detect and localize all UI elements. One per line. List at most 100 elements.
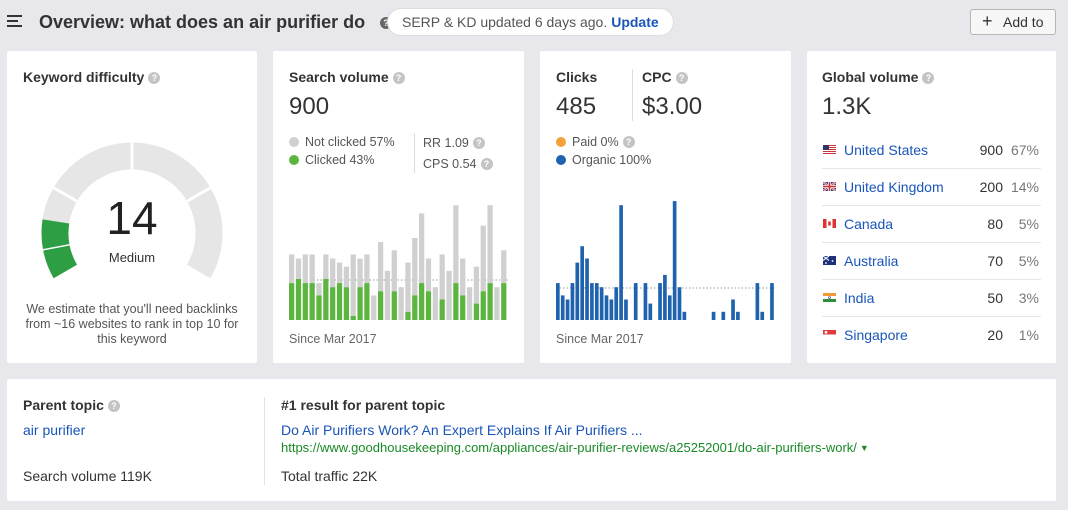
help-icon[interactable]: ?: [480, 158, 493, 170]
kd-level: Medium: [108, 250, 156, 265]
dot-icon: [556, 137, 566, 147]
country-row: United States 900 67%: [822, 132, 1041, 169]
bar-organic: [590, 283, 594, 320]
dot-icon: [289, 155, 299, 165]
ca-flag-icon: [823, 219, 836, 228]
bar-clicked: [330, 287, 336, 320]
bar-clicked: [336, 283, 343, 320]
bar-not-clicked: [446, 270, 452, 320]
legend-organic: Organic 100%: [556, 153, 651, 167]
kd-description: We estimate that you'll need backlinks f…: [25, 302, 239, 346]
organic-label: Organic 100%: [572, 153, 652, 167]
clicks-chart: [556, 201, 775, 320]
bar-clicked: [480, 291, 486, 320]
help-icon[interactable]: ?: [922, 72, 935, 84]
help-icon[interactable]: ?: [472, 137, 485, 149]
divider: [632, 69, 633, 121]
bar-clicked: [343, 287, 349, 320]
bar-clicked: [316, 295, 322, 320]
sg-flag-icon: [823, 330, 836, 339]
bar-not-clicked: [336, 262, 343, 284]
bar-organic: [604, 295, 609, 320]
bar-organic: [560, 295, 565, 320]
bar-not-clicked: [384, 270, 391, 320]
legend-not-clicked: Not clicked 57%: [289, 135, 395, 149]
top-result-url-text: https://www.goodhousekeeping.com/applian…: [281, 440, 857, 455]
top-result-url[interactable]: https://www.goodhousekeeping.com/applian…: [281, 440, 869, 455]
bar-not-clicked: [425, 258, 432, 292]
bar-organic: [682, 311, 687, 320]
country-name-link[interactable]: India: [844, 290, 875, 306]
help-icon[interactable]: ?: [622, 136, 635, 148]
bar-not-clicked: [439, 254, 445, 300]
help-icon[interactable]: ?: [675, 72, 688, 84]
bar-not-clicked: [412, 238, 418, 296]
bar-not-clicked: [330, 258, 336, 288]
page-title: Overview: what does an air purifier do: [39, 12, 366, 32]
update-link[interactable]: Update: [611, 14, 659, 30]
country-volume: 50: [987, 290, 1003, 306]
global-volume-title: Global volume?: [822, 69, 935, 85]
help-icon[interactable]: ?: [392, 72, 405, 84]
country-row: Australia 70 5%: [822, 243, 1041, 280]
in-flag-icon: [823, 293, 836, 302]
bar-not-clicked: [466, 287, 473, 320]
global-volume-value: 1.3K: [822, 93, 872, 120]
clicks-value: 485: [556, 93, 597, 120]
add-to-button[interactable]: + Add to: [970, 9, 1056, 35]
keyword-difficulty-label: Keyword difficulty: [23, 69, 145, 85]
legend-clicked: Clicked 43%: [289, 153, 374, 167]
country-name-link[interactable]: United States: [844, 142, 929, 158]
clicks-cpc-card: Clicks CPC? 485 $3.00 Paid 0%? Organic 1…: [540, 51, 791, 363]
bar-not-clicked: [494, 287, 500, 320]
country-row: Singapore 20 1%: [822, 317, 1041, 354]
since-label: Since Mar 2017: [556, 332, 644, 346]
menu-icon[interactable]: [7, 15, 22, 27]
help-icon[interactable]: ?: [107, 400, 120, 412]
bar-not-clicked: [371, 295, 377, 320]
gauge-segment-gap: [50, 185, 80, 204]
help-icon[interactable]: ?: [148, 72, 161, 84]
country-name-link[interactable]: Australia: [844, 253, 899, 269]
bar-clicked: [473, 303, 480, 320]
bar-not-clicked: [487, 205, 493, 284]
parent-topic-card: Parent topic? air purifier Search volume…: [7, 379, 1056, 501]
bar-organic: [575, 262, 580, 320]
keyword-difficulty-title: Keyword difficulty?: [23, 69, 161, 85]
us-flag-icon: [823, 145, 836, 154]
divider: [414, 133, 415, 173]
bar-organic: [614, 287, 619, 320]
bar-clicked: [364, 283, 370, 320]
bar-clicked: [295, 279, 302, 320]
bar-not-clicked: [501, 250, 507, 284]
top-result-title: #1 result for parent topic: [281, 397, 446, 413]
country-name-link[interactable]: United Kingdom: [844, 179, 944, 195]
cpc-value: $3.00: [642, 93, 703, 120]
bar-organic: [731, 299, 735, 320]
bar-clicked: [501, 283, 507, 320]
country-name-link[interactable]: Canada: [844, 216, 894, 232]
search-volume-value: 900: [289, 93, 330, 120]
country-name-link[interactable]: Singapore: [844, 327, 908, 343]
bar-not-clicked: [295, 258, 302, 279]
bar-clicked: [289, 283, 295, 320]
bar-clicked: [302, 283, 308, 320]
uk-flag-icon: [823, 182, 836, 191]
cps-label: CPS 0.54: [423, 157, 477, 171]
caret-down-icon[interactable]: ▼: [859, 443, 869, 453]
bar-clicked: [323, 279, 329, 320]
not-clicked-label: Not clicked 57%: [305, 135, 395, 149]
country-row: United Kingdom 200 14%: [822, 169, 1041, 206]
bar-not-clicked: [323, 254, 329, 279]
country-percent: 14%: [1010, 179, 1039, 195]
bar-organic: [677, 287, 682, 320]
plus-icon: +: [982, 11, 993, 31]
country-percent: 5%: [1018, 216, 1039, 232]
cpc-title: CPC?: [642, 69, 688, 85]
search-volume-card: Search volume? 900 Not clicked 57% Click…: [273, 51, 524, 363]
country-percent: 1%: [1018, 327, 1039, 343]
parent-topic-link[interactable]: air purifier: [23, 422, 86, 438]
bar-not-clicked: [405, 262, 411, 312]
bar-not-clicked: [391, 250, 397, 292]
top-result-link[interactable]: Do Air Purifiers Work? An Expert Explain…: [281, 422, 643, 438]
